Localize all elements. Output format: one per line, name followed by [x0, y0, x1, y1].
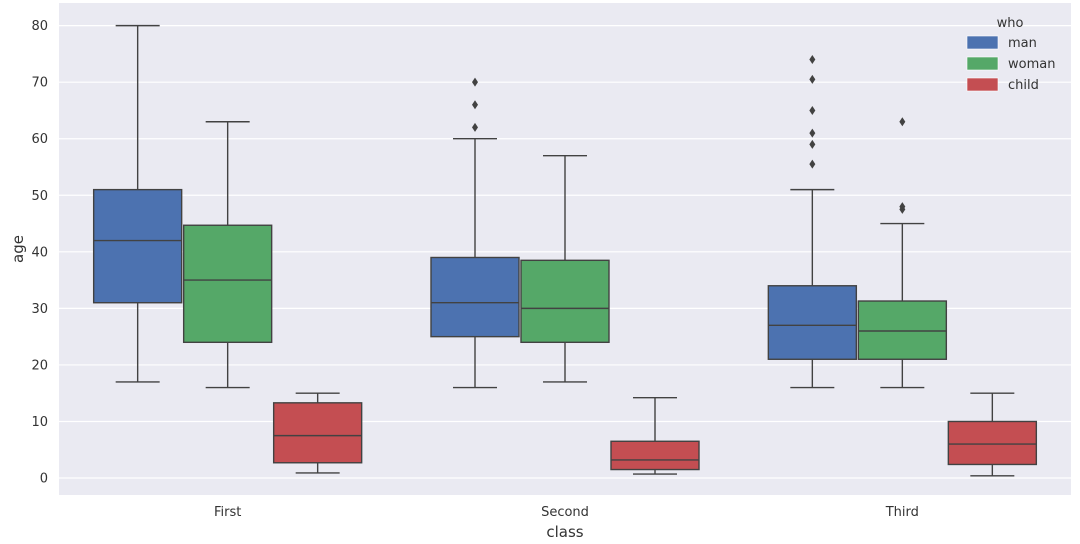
legend-label-child: child — [1008, 78, 1039, 93]
legend-swatch-man — [966, 35, 999, 50]
box-man-first — [92, 24, 183, 383]
box-body — [520, 259, 610, 344]
box-man-second — [430, 77, 520, 389]
legend: who man woman child — [966, 16, 1055, 93]
y-axis-title: age — [9, 235, 27, 263]
box-body — [610, 440, 700, 471]
box-woman-second — [520, 154, 610, 383]
x-axis-title: class — [546, 523, 583, 541]
x-tick-label: Third — [885, 505, 919, 520]
box-child-third — [947, 392, 1038, 477]
x-tick-label: Second — [541, 505, 589, 520]
legend-swatch-child — [966, 77, 999, 92]
box-man-third — [767, 55, 858, 389]
box-woman-third — [857, 117, 948, 389]
box-body — [92, 188, 183, 304]
box-body — [947, 420, 1038, 466]
box-body — [857, 300, 948, 360]
y-tick-label: 40 — [31, 245, 48, 260]
box-body — [272, 402, 363, 464]
outlier-point — [899, 117, 906, 127]
box-series — [92, 24, 1038, 477]
legend-label-woman: woman — [1008, 57, 1055, 72]
y-tick-label: 10 — [31, 415, 48, 430]
y-tick-label: 30 — [31, 302, 48, 317]
legend-label-man: man — [1008, 36, 1037, 51]
x-tick-label: First — [214, 505, 241, 520]
y-tick-label: 60 — [31, 132, 48, 147]
y-tick-label: 70 — [31, 76, 48, 91]
outlier-point — [809, 159, 816, 169]
x-tick-labels: First Second Third — [214, 505, 919, 520]
box-body — [767, 285, 858, 360]
box-child-second — [610, 397, 700, 475]
outlier-point — [472, 122, 478, 132]
box-body — [182, 224, 273, 344]
outlier-point — [472, 77, 478, 87]
legend-title: who — [997, 16, 1024, 31]
box-child-first — [272, 392, 363, 474]
outlier-point — [472, 100, 478, 110]
legend-swatch-woman — [966, 56, 999, 71]
outlier-point — [809, 105, 816, 115]
box-woman-first — [182, 121, 273, 389]
outlier-point — [809, 139, 816, 149]
y-tick-label: 50 — [31, 189, 48, 204]
y-tick-label: 0 — [40, 472, 48, 487]
outlier-point — [899, 202, 906, 212]
y-tick-label: 80 — [31, 19, 48, 34]
box-body — [430, 256, 520, 338]
outlier-point — [809, 55, 816, 65]
y-tick-labels: 0 10 20 30 40 50 60 70 80 — [31, 19, 48, 486]
outlier-point — [809, 74, 816, 84]
y-tick-label: 20 — [31, 358, 48, 373]
outlier-point — [809, 128, 816, 138]
